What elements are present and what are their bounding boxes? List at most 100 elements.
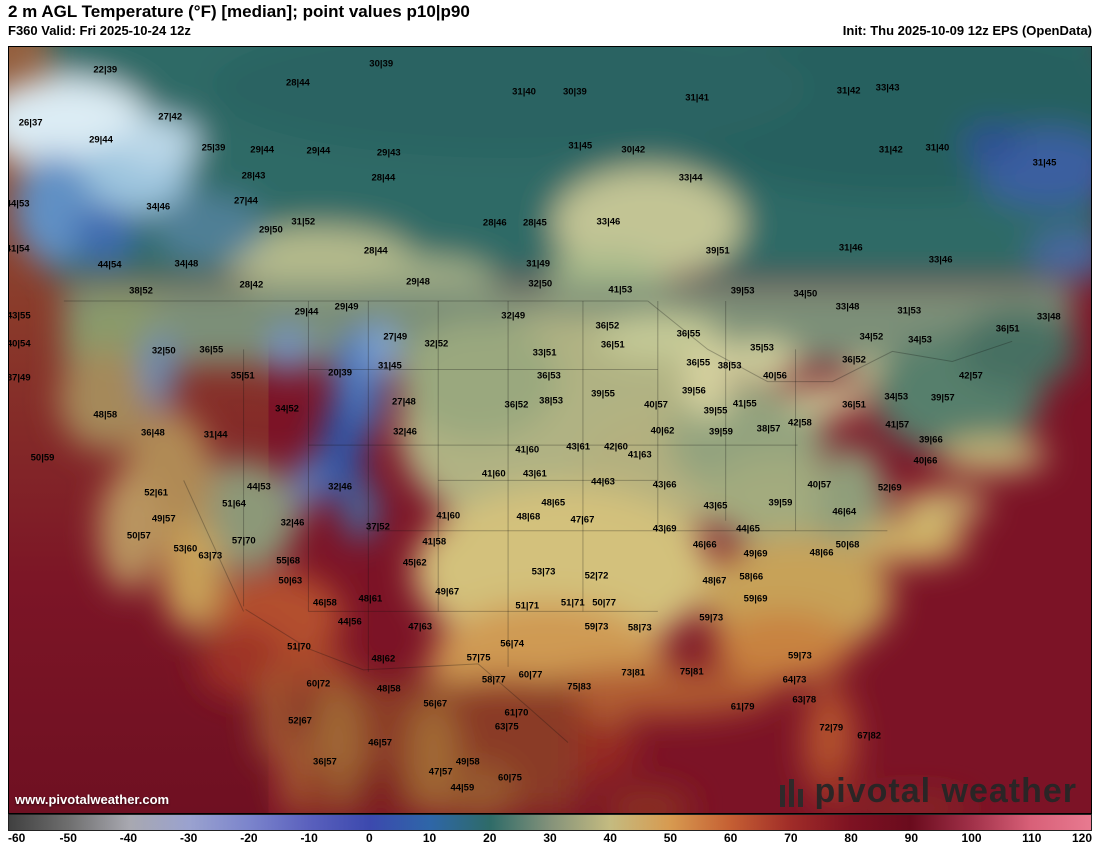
point-value-label: 48|62 bbox=[371, 653, 396, 665]
point-value-label: 38|52 bbox=[129, 285, 153, 297]
map-canvas: 22|39 28|44 30|39 31|40 30|39 31|41 31|42 33|43… bbox=[8, 46, 1092, 814]
point-value-label: 59|69 bbox=[743, 593, 768, 605]
point-value-label: 31|42 bbox=[836, 85, 861, 97]
point-value-label: 41|63 bbox=[627, 449, 652, 461]
point-value-label: 34|52 bbox=[275, 403, 299, 415]
header-subrow: F360 Valid: Fri 2025-10-24 12z Init: Thu… bbox=[8, 22, 1092, 41]
point-value-label: 49|69 bbox=[743, 548, 768, 560]
point-value-label: 29|49 bbox=[334, 301, 359, 313]
point-value-label: 41|60 bbox=[481, 468, 506, 480]
pivotal-weather-logo: pivotal weather bbox=[779, 772, 1077, 811]
point-value-label: 37|52 bbox=[366, 521, 390, 533]
point-value-label: 35|51 bbox=[230, 370, 255, 382]
point-value-label: 55|68 bbox=[276, 555, 301, 567]
point-value-label: 29|50 bbox=[258, 224, 283, 236]
map-title: 2 m AGL Temperature (°F) [median]; point… bbox=[8, 2, 470, 21]
colorbar-tick-label: 110 bbox=[1022, 831, 1042, 845]
point-value-label: 33|44 bbox=[678, 172, 703, 184]
point-value-label: 64|73 bbox=[782, 674, 807, 686]
point-value-label: 45|62 bbox=[402, 557, 427, 569]
point-value-label: 75|81 bbox=[679, 666, 704, 678]
point-value-label: 46|64 bbox=[832, 506, 857, 518]
colorbar-gradient bbox=[8, 814, 1092, 831]
point-value-label: 31|45 bbox=[1032, 157, 1057, 169]
point-value-label: 58|77 bbox=[481, 674, 506, 686]
point-value-label: 25|39 bbox=[201, 142, 226, 154]
colorbar-tick-label: 120 bbox=[1071, 831, 1092, 845]
point-value-label: 44|59 bbox=[450, 782, 475, 794]
point-value-label: 48|68 bbox=[516, 511, 541, 523]
point-value-label: 58|73 bbox=[627, 622, 652, 634]
point-value-label: 31|53 bbox=[897, 305, 922, 317]
point-value-label: 41|60 bbox=[515, 444, 540, 456]
point-value-label: 44|53 bbox=[8, 198, 30, 210]
point-value-label: 43|66 bbox=[652, 479, 677, 491]
colorbar-ticks: -60 -50 -40 -30 -20 -10 0 10 20 30 40 50 60 70 80 90 100… bbox=[8, 831, 1092, 847]
point-value-label: 67|82 bbox=[857, 730, 882, 742]
point-value-label: 31|40 bbox=[512, 86, 536, 98]
point-value-label: 31|42 bbox=[878, 144, 903, 156]
point-value-label: 31|52 bbox=[291, 216, 316, 228]
point-value-label: 46|58 bbox=[313, 597, 337, 609]
point-value-label: 34|52 bbox=[859, 331, 884, 343]
colorbar-tick-label: 90 bbox=[904, 831, 919, 845]
point-value-label: 53|60 bbox=[173, 543, 198, 555]
point-value-label: 50|63 bbox=[278, 575, 303, 587]
point-value-label: 40|57 bbox=[644, 399, 668, 411]
header: 2 m AGL Temperature (°F) [median]; point… bbox=[0, 0, 1100, 41]
point-value-label: 33|43 bbox=[875, 82, 900, 94]
point-value-label: 38|53 bbox=[539, 395, 563, 407]
point-value-label: 29|44 bbox=[250, 144, 275, 156]
point-value-label: 39|55 bbox=[703, 405, 728, 417]
point-value-label: 56|67 bbox=[423, 698, 448, 710]
point-value-label: 48|66 bbox=[809, 547, 834, 559]
point-value-label: 59|73 bbox=[584, 621, 609, 633]
point-value-label: 32|50 bbox=[151, 345, 176, 357]
point-value-label: 34|53 bbox=[884, 391, 909, 403]
point-value-label: 36|57 bbox=[313, 756, 337, 768]
point-value-label: 63|78 bbox=[792, 694, 817, 706]
point-value-label: 32|46 bbox=[280, 517, 305, 529]
point-value-label: 32|50 bbox=[528, 278, 553, 290]
point-value-label: 73|81 bbox=[621, 667, 646, 679]
point-value-label: 40|62 bbox=[650, 425, 675, 437]
point-value-label: 46|66 bbox=[692, 539, 717, 551]
point-value-label: 35|53 bbox=[750, 342, 774, 354]
watermark: www.pivotalweather.com bbox=[15, 792, 170, 807]
point-value-label: 34|50 bbox=[793, 288, 818, 300]
point-value-label: 29|44 bbox=[89, 134, 113, 146]
point-value-label: 36|52 bbox=[504, 399, 529, 411]
point-value-label: 50|68 bbox=[835, 539, 860, 551]
point-value-label: 43|61 bbox=[522, 468, 547, 480]
point-value-label: 31|45 bbox=[377, 360, 402, 372]
point-value-label: 31|44 bbox=[203, 429, 228, 441]
valid-time-label: F360 Valid: Fri 2025-10-24 12z bbox=[8, 23, 191, 38]
point-value-label: 49|67 bbox=[435, 586, 460, 598]
point-value-label: 38|53 bbox=[717, 360, 742, 372]
colorbar-tick-label: 100 bbox=[961, 831, 982, 845]
point-value-label: 61|79 bbox=[730, 701, 755, 713]
point-value-label: 32|46 bbox=[328, 481, 352, 493]
colorbar-tick-label: -10 bbox=[300, 831, 318, 845]
point-value-label: 40|57 bbox=[807, 479, 832, 491]
point-value-label: 51|71 bbox=[560, 597, 585, 609]
point-value-label: 36|53 bbox=[537, 370, 561, 382]
point-value-label: 51|71 bbox=[515, 600, 540, 612]
point-value-label: 63|75 bbox=[494, 721, 519, 733]
point-value-label: 30|39 bbox=[369, 58, 394, 70]
point-value-label: 40|66 bbox=[913, 455, 938, 467]
point-value-label: 60|72 bbox=[306, 678, 331, 690]
point-value-label: 42|60 bbox=[604, 441, 628, 453]
colorbar-tick-label: 0 bbox=[365, 831, 373, 845]
point-value-label: 28|44 bbox=[363, 245, 388, 257]
point-value-label: 41|57 bbox=[885, 419, 910, 431]
point-value-label: 36|55 bbox=[676, 328, 701, 340]
point-value-label: 36|48 bbox=[140, 427, 165, 439]
point-value-label: 36|55 bbox=[199, 344, 224, 356]
point-value-label: 44|56 bbox=[337, 616, 362, 627]
point-value-label: 42|57 bbox=[958, 370, 983, 382]
point-value-label: 58|66 bbox=[739, 571, 764, 583]
point-value-label: 49|57 bbox=[151, 513, 176, 525]
point-value-label: 39|59 bbox=[768, 497, 793, 509]
